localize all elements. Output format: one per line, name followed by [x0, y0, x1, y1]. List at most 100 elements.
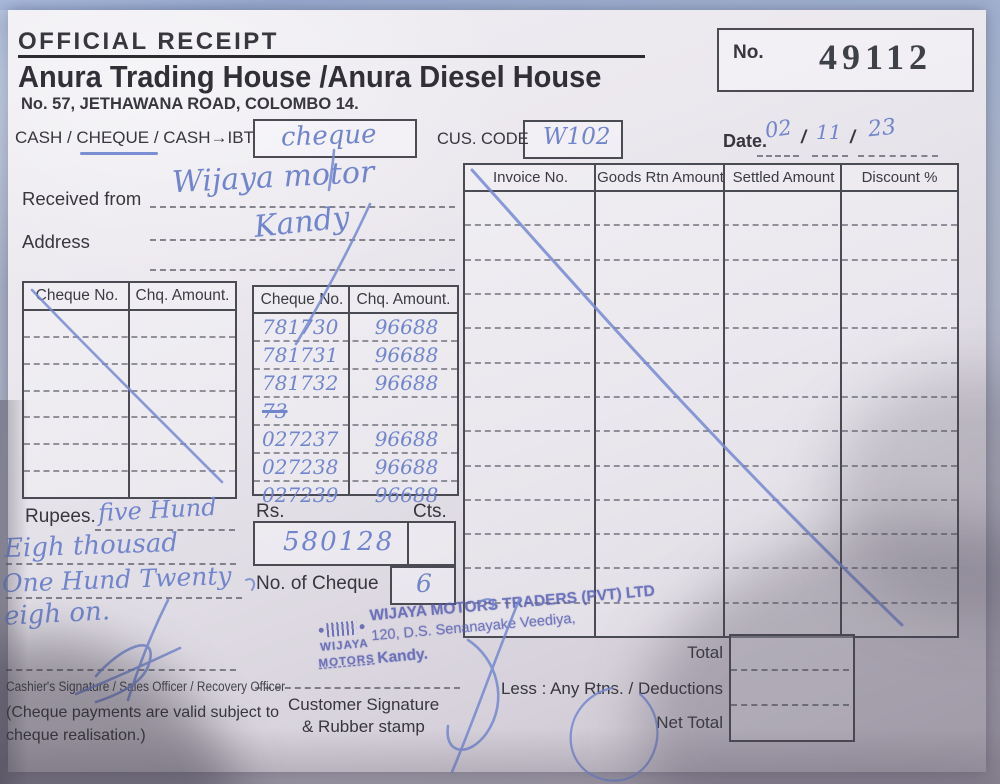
cheque-no-cell: 781732 — [262, 371, 339, 395]
table-row — [465, 432, 957, 467]
cheque-no-header: Cheque No. — [260, 290, 344, 308]
cheque-amount-cell — [356, 398, 457, 424]
receipt-number-label: No. — [733, 42, 764, 63]
blank-cheque-no-header: Cheque No. — [35, 287, 119, 304]
table-row — [465, 398, 957, 433]
date-day-line — [757, 155, 799, 157]
net-total-label: Net Total — [656, 713, 723, 732]
no-of-cheque-value: 6 — [416, 569, 432, 598]
no-of-cheque-box: 6 — [390, 566, 456, 605]
cus-code-box: W102 — [523, 120, 623, 159]
cheque-no-cell: 027239 — [262, 483, 339, 507]
table-row: 781732 96688 — [254, 370, 457, 398]
payment-method-value: cheque — [280, 119, 377, 153]
table-row: 73 — [254, 398, 457, 426]
date-label: Date. — [723, 131, 768, 151]
cheque-table: Cheque No. Chq. Amount. 781730 96688 781… — [252, 285, 459, 507]
rupees-label: Rupees. — [25, 506, 96, 527]
stamp-logo-icon — [326, 620, 358, 638]
table-row — [465, 467, 957, 501]
cus-code-label: CUS. CODE — [437, 130, 529, 148]
customer-signature-line — [255, 687, 460, 689]
date-day-value: 02 — [763, 115, 794, 143]
rs-amount-box: 580128 — [253, 521, 456, 566]
table-row — [24, 311, 235, 338]
rupees-line-3 — [6, 597, 242, 599]
totals-divider — [731, 669, 849, 671]
rupees-line-1 — [95, 529, 235, 531]
table-row: 781730 96688 — [254, 314, 457, 342]
cashier-signature-label: Cashier's Signature / Sales Officer / Re… — [6, 679, 286, 694]
discount-header: Discount % — [861, 169, 938, 186]
table-row — [24, 338, 235, 365]
light-highlight — [0, 10, 520, 310]
title-rule — [18, 55, 645, 58]
no-of-cheque-label: No. of Cheque — [256, 573, 379, 594]
table-row — [465, 535, 957, 570]
cus-code-value: W102 — [543, 124, 611, 150]
table-row — [465, 329, 957, 364]
rs-cts-divider — [407, 523, 409, 564]
customer-signature-label-line1: Customer Signature — [288, 695, 440, 714]
date-year-value: 23 — [866, 114, 898, 143]
total-label: Total — [687, 643, 723, 662]
invoice-table: Invoice No. Goods Rtn Amount Settled Amo… — [463, 163, 959, 638]
cheque-amount-cell: 96688 — [374, 343, 439, 367]
totals-divider — [731, 704, 849, 706]
goods-rtn-header: Goods Rtn Amount — [597, 169, 724, 186]
company-street-address: No. 57, JETHAWANA ROAD, COLOMBO 14. — [21, 95, 359, 113]
received-from-label: Received from — [22, 188, 142, 209]
table-row — [465, 226, 957, 261]
table-row: 027238 96688 — [254, 454, 457, 482]
cheque-amount-cell: 96688 — [374, 455, 439, 479]
customer-signature-label-line2: & Rubber stamp — [302, 717, 425, 736]
settled-amount-header: Settled Amount — [732, 169, 835, 186]
table-row: 027239 96688 — [254, 482, 457, 508]
amount-words-line2: Eigh thousad — [3, 527, 179, 565]
cashier-signature-line — [6, 669, 236, 671]
table-row — [24, 392, 235, 419]
chq-amount-header: Chq. Amount. — [356, 290, 451, 308]
rs-label: Rs. — [256, 501, 285, 522]
amount-words-line4: eigh on. — [3, 596, 111, 632]
page-title: OFFICIAL RECEIPT — [18, 28, 279, 55]
cheque-note-line1: (Cheque payments are valid subject to — [6, 704, 280, 721]
receipt-number-value: 49112 — [819, 37, 933, 77]
table-row — [465, 295, 957, 330]
rupees-line-2 — [6, 563, 236, 565]
table-row: 027237 96688 — [254, 426, 457, 454]
date-separator-1: / — [801, 127, 807, 147]
invoice-no-header: Invoice No. — [492, 169, 569, 186]
rs-amount-value: 580128 — [283, 527, 395, 557]
table-row — [465, 364, 957, 398]
date-separator-2: / — [850, 127, 856, 147]
table-row — [465, 261, 957, 295]
cheque-amount-cell: 96688 — [374, 315, 439, 339]
table-row — [465, 501, 957, 536]
payment-method-box: cheque — [253, 119, 417, 158]
table-row — [24, 445, 235, 473]
receipt-number-box: No. 49112 — [717, 28, 974, 92]
cheque-no-cell: 781730 — [262, 315, 339, 339]
less-deductions-label: Less : Any Rtns. / Deductions — [500, 679, 723, 698]
date-year-line — [858, 155, 938, 157]
cheque-no-cell-struck: 73 — [262, 399, 288, 423]
table-row — [24, 365, 235, 392]
cheque-amount-cell: 96688 — [374, 483, 439, 507]
blank-chq-amount-header: Chq. Amount. — [135, 287, 230, 304]
cts-label: Cts. — [413, 501, 447, 522]
cheque-no-cell: 027238 — [262, 455, 339, 479]
cheque-table-divider — [348, 287, 350, 494]
table-row — [465, 192, 957, 227]
company-name: Anura Trading House /Anura Diesel House — [18, 61, 602, 95]
address-label: Address — [22, 231, 90, 252]
address-line-2 — [150, 269, 455, 271]
cheque-note-line2: cheque realisation.) — [6, 727, 146, 744]
cheque-amount-cell: 96688 — [374, 427, 439, 451]
table-row: 781731 96688 — [254, 342, 457, 370]
cheque-underline-ink — [80, 152, 158, 155]
cheque-no-cell: 781731 — [262, 343, 339, 367]
totals-box — [729, 634, 855, 742]
date-month-value: 11 — [816, 120, 842, 144]
